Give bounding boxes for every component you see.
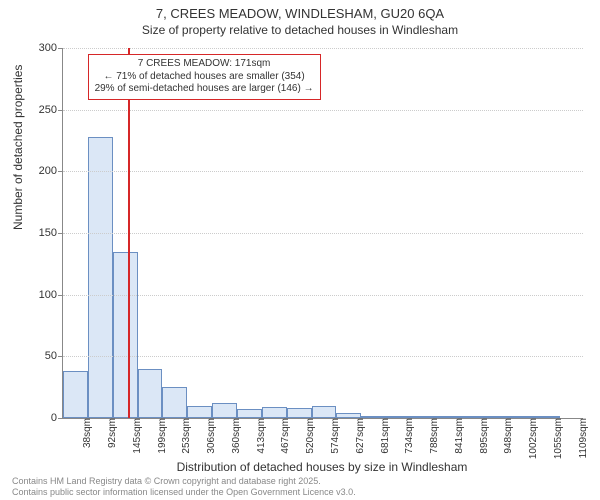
y-tick-label: 200: [39, 165, 63, 177]
gridline: [63, 48, 583, 49]
annotation-box: 7 CREES MEADOW: 171sqm ← 71% of detached…: [88, 54, 321, 100]
y-tick-label: 50: [45, 350, 63, 362]
x-axis-label: Distribution of detached houses by size …: [62, 460, 582, 474]
annotation-line2: ← 71% of detached houses are smaller (35…: [95, 71, 314, 84]
x-tick-label: 734sqm: [400, 418, 415, 454]
gridline: [63, 295, 583, 296]
bar: [63, 371, 88, 418]
x-tick-label: 1002sqm: [524, 418, 539, 459]
x-tick-label: 574sqm: [326, 418, 341, 454]
bar: [162, 387, 187, 418]
marker-line: [128, 48, 130, 418]
x-tick-label: 467sqm: [276, 418, 291, 454]
annotation-line3: 29% of semi-detached houses are larger (…: [95, 83, 314, 96]
y-tick-label: 250: [39, 104, 63, 116]
x-tick-label: 788sqm: [425, 418, 440, 454]
footer-line2: Contains public sector information licen…: [12, 487, 588, 498]
x-tick-label: 253sqm: [177, 418, 192, 454]
y-tick-label: 150: [39, 227, 63, 239]
x-tick-label: 413sqm: [252, 418, 267, 454]
x-tick-label: 681sqm: [376, 418, 391, 454]
x-tick-label: 360sqm: [227, 418, 242, 454]
bar: [113, 252, 138, 419]
plot-area: 7 CREES MEADOW: 171sqm ← 71% of detached…: [62, 48, 583, 419]
x-tick-label: 841sqm: [450, 418, 465, 454]
bar: [187, 406, 212, 418]
x-tick-label: 38sqm: [78, 418, 93, 448]
bar: [237, 409, 262, 418]
bar: [262, 407, 287, 418]
x-tick-label: 627sqm: [351, 418, 366, 454]
y-axis-label: Number of detached properties: [11, 65, 25, 230]
title-block: 7, CREES MEADOW, WINDLESHAM, GU20 6QA Si…: [0, 0, 600, 37]
chart-container: 7, CREES MEADOW, WINDLESHAM, GU20 6QA Si…: [0, 0, 600, 500]
x-tick-label: 948sqm: [499, 418, 514, 454]
gridline: [63, 356, 583, 357]
bar: [212, 403, 237, 418]
bar: [138, 369, 163, 418]
bar: [287, 408, 312, 418]
x-tick-label: 1055sqm: [549, 418, 564, 459]
gridline: [63, 110, 583, 111]
chart-subtitle: Size of property relative to detached ho…: [0, 23, 600, 37]
footer-line1: Contains HM Land Registry data © Crown c…: [12, 476, 588, 487]
x-tick-label: 145sqm: [128, 418, 143, 454]
y-tick-label: 300: [39, 42, 63, 54]
gridline: [63, 233, 583, 234]
annotation-line1: 7 CREES MEADOW: 171sqm: [95, 58, 314, 71]
bar: [88, 137, 113, 418]
footer: Contains HM Land Registry data © Crown c…: [12, 476, 588, 498]
x-tick-label: 199sqm: [153, 418, 168, 454]
bar: [312, 406, 337, 418]
x-tick-label: 92sqm: [103, 418, 118, 448]
x-tick-label: 895sqm: [475, 418, 490, 454]
gridline: [63, 171, 583, 172]
x-tick-label: 1109sqm: [574, 418, 589, 458]
y-tick-label: 100: [39, 289, 63, 301]
y-tick-label: 0: [51, 412, 63, 424]
x-tick-label: 306sqm: [202, 418, 217, 454]
chart-title: 7, CREES MEADOW, WINDLESHAM, GU20 6QA: [0, 6, 600, 21]
x-tick-label: 520sqm: [301, 418, 316, 454]
